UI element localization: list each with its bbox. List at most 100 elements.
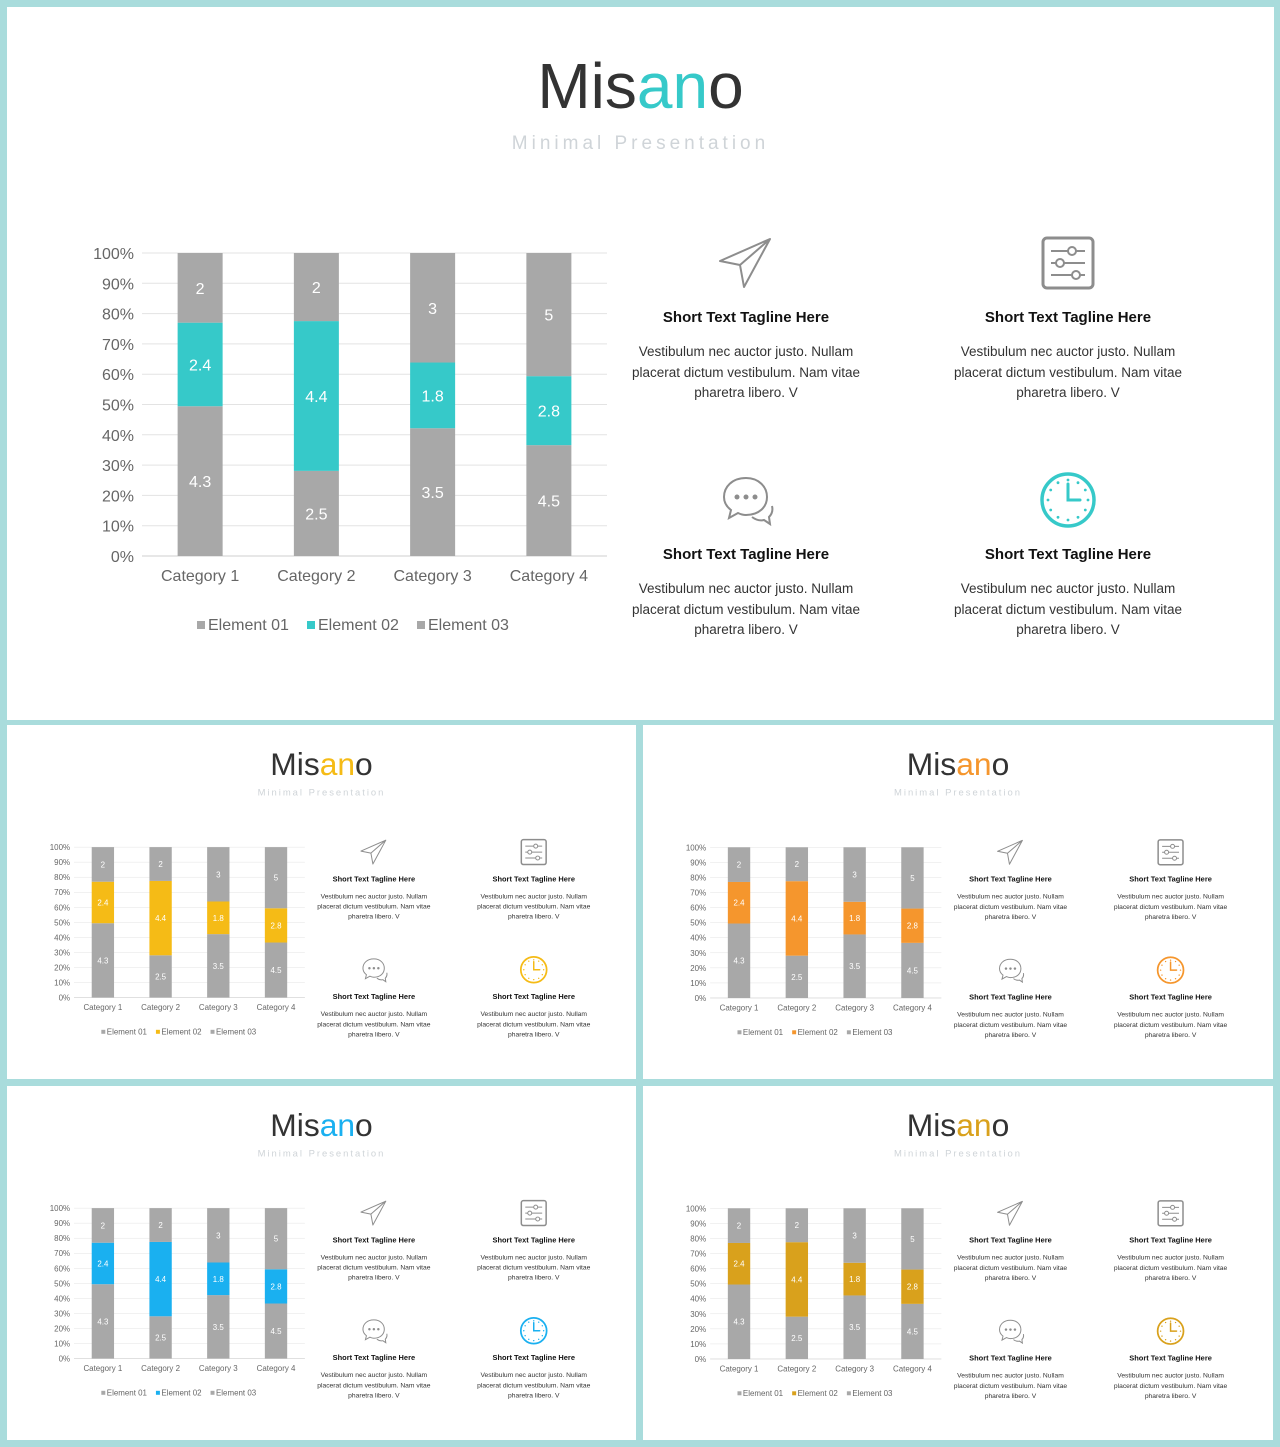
y-tick-label: 80%	[102, 307, 134, 324]
feature-tagline: Short Text Tagline Here	[984, 309, 1152, 326]
category-label: Category 2	[141, 1003, 180, 1012]
feature-description: Vestibulum nec auctor justo. Nullam plac…	[1113, 1253, 1228, 1282]
bar-element-02	[410, 362, 456, 429]
data-label: 1.8	[213, 914, 225, 923]
bar-element-02	[843, 1262, 866, 1296]
y-tick-label: 70%	[102, 337, 134, 354]
y-tick-label: 90%	[54, 858, 70, 867]
data-label: 2.8	[907, 1283, 919, 1292]
data-label: 2.5	[791, 973, 803, 982]
bar-element-01	[843, 1295, 866, 1359]
bar-element-03	[727, 847, 751, 882]
category-label: Category 4	[257, 1003, 296, 1012]
data-label: 1.8	[849, 1275, 861, 1284]
data-label: 2.5	[791, 1334, 803, 1343]
y-tick-label: 40%	[690, 1295, 706, 1304]
chat-icon	[946, 955, 1075, 985]
y-tick-label: 0%	[59, 994, 70, 1003]
feature-card: Short Text Tagline Here Vestibulum nec a…	[469, 955, 598, 1040]
slide-3: Misano Minimal Presentation 0% 10% 20% 30% 4…	[643, 725, 1273, 1079]
stacked-bar-chart: 0% 10% 20% 30% 40% 50% 60% 70% 80% 90% 100% 4.3 2.4 2…	[686, 843, 942, 1037]
bar-element-03	[843, 847, 866, 902]
data-label: 2.8	[270, 921, 282, 930]
paper-plane-icon	[309, 837, 438, 867]
stacked-bar-chart: 0% 10% 20% 30% 40% 50% 60% 70% 80% 90% 100% 4.3 2.4 2…	[93, 246, 607, 634]
bar-element-03	[91, 847, 115, 882]
y-tick-label: 20%	[54, 1324, 70, 1333]
y-tick-label: 80%	[54, 873, 70, 882]
legend-swatch	[792, 1030, 797, 1035]
feature-tagline: Short Text Tagline Here	[492, 874, 575, 884]
feature-card: Short Text Tagline Here Vestibulum nec a…	[616, 233, 876, 404]
legend-swatch	[101, 1390, 106, 1395]
brand-subtitle: Minimal Presentation	[893, 787, 1022, 799]
legend-swatch	[417, 621, 425, 629]
legend-label: Element 03	[428, 617, 509, 634]
data-label: 4.5	[270, 1327, 282, 1336]
feature-tagline: Short Text Tagline Here	[332, 1353, 416, 1363]
bar-element-03	[785, 1208, 809, 1243]
legend-label: Element 03	[216, 1027, 257, 1036]
legend-label: Element 01	[743, 1389, 784, 1398]
feature-card: Short Text Tagline Here Vestibulum nec a…	[469, 1198, 598, 1283]
category-label: Category 4	[893, 1003, 932, 1012]
y-tick-label: 50%	[102, 398, 134, 415]
bar-element-03	[149, 1208, 172, 1242]
legend-swatch	[792, 1391, 797, 1396]
bar-element-01	[149, 1316, 172, 1359]
clock-icon	[469, 955, 598, 985]
bar-element-02	[91, 1242, 115, 1285]
sliders-icon	[1106, 1198, 1235, 1228]
data-label: 2.4	[189, 357, 211, 374]
feature-card: Short Text Tagline Here Vestibulum nec a…	[1106, 837, 1235, 922]
brand-subtitle: Minimal Presentation	[257, 787, 386, 798]
bar-element-01	[293, 470, 339, 556]
feature-description: Vestibulum nec auctor justo. Nullam plac…	[317, 892, 431, 921]
y-tick-label: 0%	[695, 994, 706, 1003]
bar-element-02	[785, 1242, 809, 1317]
category-label: Category 3	[835, 1364, 874, 1373]
feature-description: Vestibulum nec auctor justo. Nullam plac…	[317, 1370, 431, 1399]
feature-tagline: Short Text Tagline Here	[969, 1354, 1052, 1363]
feature-card: Short Text Tagline Here Vestibulum nec a…	[946, 837, 1075, 922]
legend-swatch	[210, 1390, 215, 1395]
data-label: 3.5	[849, 962, 861, 971]
data-label: 2.4	[97, 1259, 109, 1268]
bar-element-02	[207, 1262, 230, 1296]
chat-icon	[309, 1316, 438, 1346]
feature-card: Short Text Tagline Here Vestibulum nec a…	[309, 1316, 438, 1401]
category-label: Category 4	[893, 1364, 932, 1373]
bar-element-03	[843, 1208, 866, 1263]
y-tick-label: 30%	[690, 949, 706, 958]
feature-description: Vestibulum nec auctor justo. Nullam plac…	[317, 1253, 431, 1282]
legend-swatch	[101, 1029, 106, 1034]
paper-plane-icon	[946, 1198, 1075, 1228]
bar-element-03	[91, 1208, 115, 1243]
y-tick-label: 60%	[54, 903, 70, 912]
y-tick-label: 50%	[54, 1279, 70, 1288]
y-tick-label: 30%	[54, 948, 70, 957]
legend-label: Element 02	[161, 1388, 202, 1397]
feature-tagline: Short Text Tagline Here	[492, 1353, 575, 1363]
sliders-icon	[938, 233, 1198, 293]
data-label: 4.5	[907, 966, 919, 975]
feature-description: Vestibulum nec auctor justo. Nullam plac…	[953, 1371, 1068, 1400]
category-label: Category 4	[257, 1364, 296, 1373]
legend-label: Element 03	[216, 1388, 257, 1397]
bar-element-02	[901, 1269, 924, 1304]
y-tick-label: 80%	[690, 1234, 706, 1243]
brand-highlight: an	[636, 50, 709, 122]
y-tick-label: 30%	[102, 458, 134, 475]
data-label: 4.5	[270, 966, 282, 975]
bar-element-01	[410, 428, 456, 556]
brand-subtitle: Minimal Presentation	[893, 1148, 1022, 1160]
bar-element-03	[264, 847, 288, 909]
data-label: 5	[910, 874, 915, 883]
brand-suffix: o	[991, 746, 1010, 783]
category-label: Category 2	[141, 1364, 180, 1373]
feature-card: Short Text Tagline Here Vestibulum nec a…	[946, 955, 1075, 1040]
paper-plane-icon	[946, 837, 1075, 867]
feature-description: Vestibulum nec auctor justo. Nullam plac…	[1113, 1371, 1228, 1400]
feature-description: Vestibulum nec auctor justo. Nullam plac…	[953, 892, 1068, 921]
data-label: 3	[216, 1231, 221, 1240]
